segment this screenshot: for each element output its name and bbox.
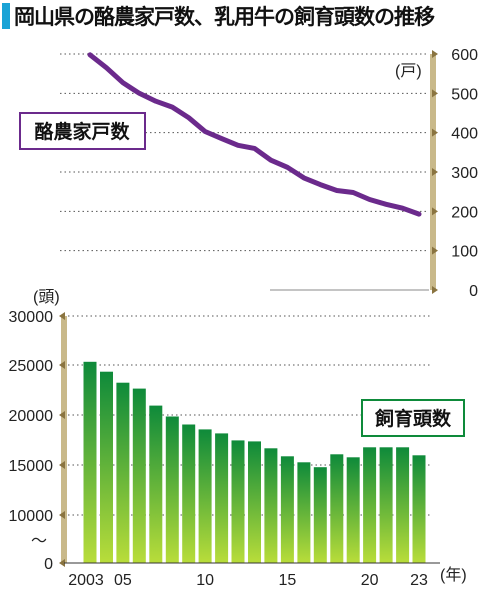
bar-tick-mark xyxy=(59,559,65,567)
bar-tick-mark xyxy=(59,461,65,469)
line-tick-label: 500 xyxy=(451,86,478,103)
cattle-bar xyxy=(313,467,327,563)
bar-x-tick-label: 15 xyxy=(279,572,297,589)
line-tick-label: 200 xyxy=(451,204,478,221)
bar-x-unit-label: (年) xyxy=(440,566,467,584)
cattle-bar xyxy=(330,454,344,563)
cattle-bar xyxy=(182,424,196,563)
cattle-bar xyxy=(83,361,97,563)
line-unit-label: (戸) xyxy=(395,63,422,80)
bar-tick-label: 10000 xyxy=(9,508,54,525)
line-series-label: 酪農家戸数 xyxy=(34,120,130,143)
bar-tick-mark xyxy=(59,312,65,320)
bar-series-label: 飼育頭数 xyxy=(374,407,452,430)
bar-tick-mark xyxy=(59,411,65,419)
cattle-bar xyxy=(264,448,278,563)
title-marker xyxy=(2,3,10,29)
cattle-bar xyxy=(165,416,179,563)
cattle-bar xyxy=(100,371,113,563)
line-tick-mark xyxy=(432,89,438,98)
cattle-bar xyxy=(248,441,261,563)
line-tick-mark xyxy=(432,286,438,294)
line-tick-mark xyxy=(432,207,438,216)
bar-tick-label: 20000 xyxy=(9,408,54,425)
line-tick-label: 600 xyxy=(451,47,478,64)
bar-tick-label: 30000 xyxy=(9,309,54,326)
cattle-bar xyxy=(346,457,360,563)
bar-x-tick-label: 10 xyxy=(196,572,214,589)
bar-x-tick-label: 23 xyxy=(410,572,428,589)
axis-break-mark: 〜 xyxy=(31,533,47,550)
cattle-bar xyxy=(379,447,393,563)
cattle-bar xyxy=(396,447,410,563)
bar-tick-mark xyxy=(59,511,65,519)
line-tick-mark xyxy=(432,128,438,137)
farm-households-line xyxy=(87,52,422,217)
cattle-bar xyxy=(280,456,294,563)
cattle-bar xyxy=(132,388,146,563)
line-series-label-box xyxy=(19,112,146,150)
cattle-bar xyxy=(297,462,311,563)
cattle-bar xyxy=(116,382,130,563)
cattle-bar xyxy=(149,405,163,563)
line-tick-mark xyxy=(432,50,438,58)
line-tick-mark xyxy=(432,168,438,176)
cattle-bar xyxy=(231,440,245,563)
line-tick-mark xyxy=(432,246,438,255)
cattle-bar xyxy=(363,447,377,563)
line-tick-label: 100 xyxy=(451,244,478,261)
line-tick-label: 400 xyxy=(451,126,478,143)
bar-tick-label: 25000 xyxy=(9,358,54,375)
bar-tick-label: 0 xyxy=(44,556,53,573)
bar-axis-bar xyxy=(61,316,67,563)
chart-title: 岡山県の酪農家戸数、乳用牛の飼育頭数の推移 xyxy=(14,5,435,29)
bar-tick-label: 15000 xyxy=(9,458,54,475)
cattle-bar xyxy=(412,455,426,563)
cattle-bar xyxy=(215,433,229,563)
bar-x-tick-label: 05 xyxy=(114,572,132,589)
cattle-bar xyxy=(198,429,212,563)
line-tick-label: 300 xyxy=(451,165,478,182)
bar-series-label-box xyxy=(361,399,465,437)
line-tick-label: 0 xyxy=(469,283,478,300)
bar-tick-mark xyxy=(59,361,65,369)
bar-x-tick-label: 2003 xyxy=(68,572,104,589)
bar-x-tick-label: 20 xyxy=(361,572,379,589)
bar-unit-label: (頭) xyxy=(33,289,60,306)
